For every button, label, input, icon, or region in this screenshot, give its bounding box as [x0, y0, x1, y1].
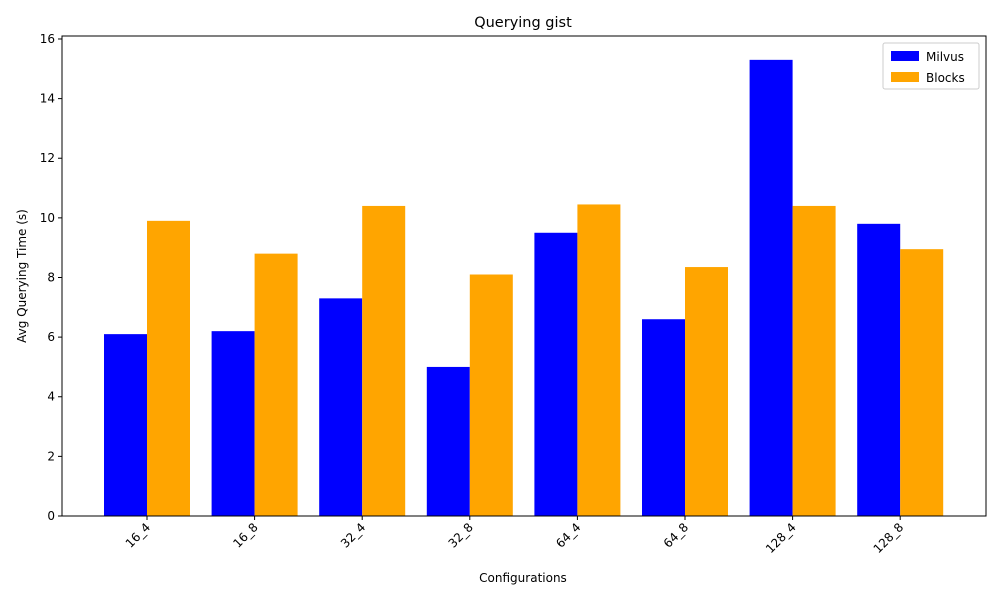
- x-tick-label: 64_8: [661, 520, 691, 550]
- bar-milvus-128_8: [857, 223, 901, 516]
- x-tick-label: 128_8: [871, 520, 907, 556]
- legend-swatch-blocks: [891, 72, 919, 82]
- y-tick-label: 10: [40, 211, 55, 225]
- bar-milvus-32_8: [426, 366, 470, 516]
- bar-blocks-16_4: [147, 220, 190, 516]
- bar-milvus-64_4: [534, 232, 578, 516]
- x-tick-label: 64_4: [553, 520, 583, 550]
- x-tick-label: 16_8: [230, 520, 260, 550]
- bar-blocks-64_4: [577, 204, 621, 516]
- bar-blocks-16_8: [254, 253, 298, 516]
- legend: Milvus Blocks: [882, 42, 980, 90]
- axes-frame: [61, 35, 987, 517]
- y-tick-label: 12: [40, 151, 55, 165]
- y-axis-label: Avg Querying Time (s): [15, 209, 29, 343]
- x-tick-label: 16_4: [123, 520, 153, 550]
- chart-title: Querying gist: [474, 15, 572, 31]
- plot-area: 0 2 4 6 8 10 12 14 16 16_4 16_8 32_4 32_8 64_4 64_8 128…: [40, 32, 944, 556]
- legend-swatch-milvus: [891, 51, 919, 61]
- y-tick-label: 2: [47, 449, 55, 463]
- x-tick-label: 128_4: [763, 520, 799, 556]
- y-tick-label: 14: [40, 92, 55, 106]
- y-tick-label: 0: [47, 509, 55, 523]
- bar-milvus-16_4: [104, 334, 147, 516]
- x-tick-label: 32_4: [338, 520, 368, 550]
- bar-milvus-64_8: [642, 319, 685, 516]
- bar-blocks-32_8: [469, 274, 513, 516]
- x-axis-label: Configurations: [479, 571, 567, 585]
- y-tick-label: 6: [47, 330, 55, 344]
- bar-milvus-32_4: [319, 298, 363, 516]
- bar-blocks-64_8: [685, 267, 728, 516]
- legend-label-blocks: Blocks: [926, 71, 965, 85]
- bar-milvus-128_4: [749, 59, 793, 517]
- x-tick-label: 32_8: [446, 520, 476, 550]
- legend-label-milvus: Milvus: [926, 50, 964, 64]
- y-tick-label: 4: [47, 390, 55, 404]
- y-tick-label: 16: [40, 32, 55, 46]
- bar-blocks-32_4: [362, 205, 406, 517]
- y-tick-label: 8: [47, 270, 55, 284]
- bar-blocks-128_4: [792, 205, 836, 517]
- bar-milvus-16_8: [211, 331, 255, 516]
- bar-blocks-128_8: [900, 249, 944, 516]
